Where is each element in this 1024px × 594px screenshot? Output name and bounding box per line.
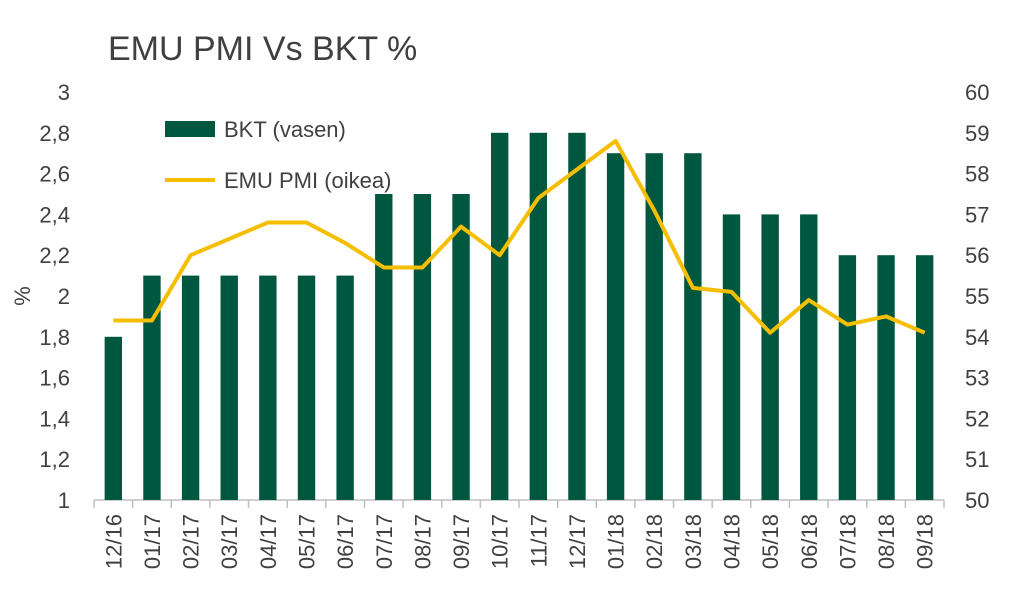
y-right-tick-label: 56 xyxy=(965,243,989,268)
bar xyxy=(722,214,741,500)
bar xyxy=(877,255,895,500)
x-tick-label: 10/17 xyxy=(488,514,513,569)
bar xyxy=(452,194,470,500)
y-left-tick-label: 1 xyxy=(58,488,70,513)
x-tick-label: 08/18 xyxy=(874,514,899,569)
y-left-tick-label: 2,6 xyxy=(39,162,70,187)
y-left-tick-label: 2,8 xyxy=(39,121,70,146)
x-tick-label: 12/17 xyxy=(565,514,590,569)
x-tick-label: 09/18 xyxy=(913,514,938,569)
y-left-tick-label: 2,4 xyxy=(39,202,70,227)
x-tick-label: 07/18 xyxy=(835,514,860,569)
x-tick-label: 04/18 xyxy=(720,514,745,569)
x-tick-label: 06/18 xyxy=(797,514,822,569)
y-left-tick-label: 1,6 xyxy=(39,366,70,391)
x-tick-label: 12/16 xyxy=(101,514,126,569)
legend-swatch-bkt xyxy=(165,121,215,137)
bar xyxy=(529,132,548,501)
chart-title: EMU PMI Vs BKT % xyxy=(108,30,418,68)
y-right-tick-label: 53 xyxy=(965,366,989,391)
y-right-tick-label: 55 xyxy=(965,284,989,309)
bar xyxy=(568,132,586,501)
axes xyxy=(93,499,945,508)
x-tick-label: 06/17 xyxy=(333,514,358,569)
x-tick-label: 02/17 xyxy=(179,514,204,569)
y-left-tick-label: 1,2 xyxy=(39,447,70,472)
y-right-tick-label: 60 xyxy=(965,80,989,105)
bar xyxy=(800,214,818,500)
legend-label-bkt: BKT (vasen) xyxy=(224,117,346,142)
pmi-line xyxy=(113,138,926,335)
x-tick-label: 05/18 xyxy=(758,514,783,569)
bar xyxy=(220,275,238,500)
x-tick-label: 08/17 xyxy=(410,514,435,569)
bar xyxy=(143,275,161,500)
y-left-tick-label: 3 xyxy=(58,80,70,105)
x-tick-label: 03/18 xyxy=(681,514,706,569)
line-series xyxy=(113,138,926,335)
y-right-tick-label: 57 xyxy=(965,202,989,227)
bar xyxy=(375,194,393,500)
tick-labels: 1 1,2 1,4 1,6 1,8 2 2,2 2,4 2,6 2,8 3 50 51 52 53 54 55 5… xyxy=(10,80,989,569)
bar xyxy=(838,255,857,500)
bar xyxy=(606,153,625,500)
y-left-tick-label: 2 xyxy=(58,284,70,309)
bar xyxy=(645,153,663,500)
legend-label-pmi: EMU PMI (oikea) xyxy=(224,168,391,193)
x-tick-label: 04/17 xyxy=(256,514,281,569)
bar xyxy=(684,153,702,500)
y-right-tick-label: 52 xyxy=(965,406,989,431)
bar xyxy=(413,194,432,500)
x-tick-label: 03/17 xyxy=(217,514,242,569)
bar-series xyxy=(104,132,934,501)
bar xyxy=(259,275,277,500)
bar xyxy=(297,275,316,500)
y-left-axis-label: % xyxy=(10,286,35,306)
x-tick-label: 09/17 xyxy=(449,514,474,569)
x-tick-label: 11/17 xyxy=(526,514,551,567)
bar xyxy=(181,275,200,500)
x-tick-label: 01/18 xyxy=(604,514,629,569)
y-left-tick-label: 1,4 xyxy=(39,406,70,431)
y-right-tick-label: 51 xyxy=(965,447,989,472)
bar xyxy=(761,214,779,500)
y-right-tick-label: 59 xyxy=(965,121,989,146)
x-tick-label: 05/17 xyxy=(295,514,320,569)
y-right-tick-label: 54 xyxy=(965,325,989,350)
y-left-tick-label: 1,8 xyxy=(39,325,70,350)
bar xyxy=(104,336,123,500)
bar xyxy=(490,132,509,501)
x-tick-label: 01/17 xyxy=(140,514,165,569)
bar xyxy=(915,255,934,500)
x-tick-label: 07/17 xyxy=(372,514,397,569)
legend: BKT (vasen) EMU PMI (oikea) xyxy=(165,117,391,193)
bar xyxy=(336,275,354,500)
y-right-tick-label: 58 xyxy=(965,162,989,187)
x-tick-label: 02/18 xyxy=(642,514,667,569)
y-left-tick-label: 2,2 xyxy=(39,243,70,268)
y-right-tick-label: 50 xyxy=(965,488,989,513)
